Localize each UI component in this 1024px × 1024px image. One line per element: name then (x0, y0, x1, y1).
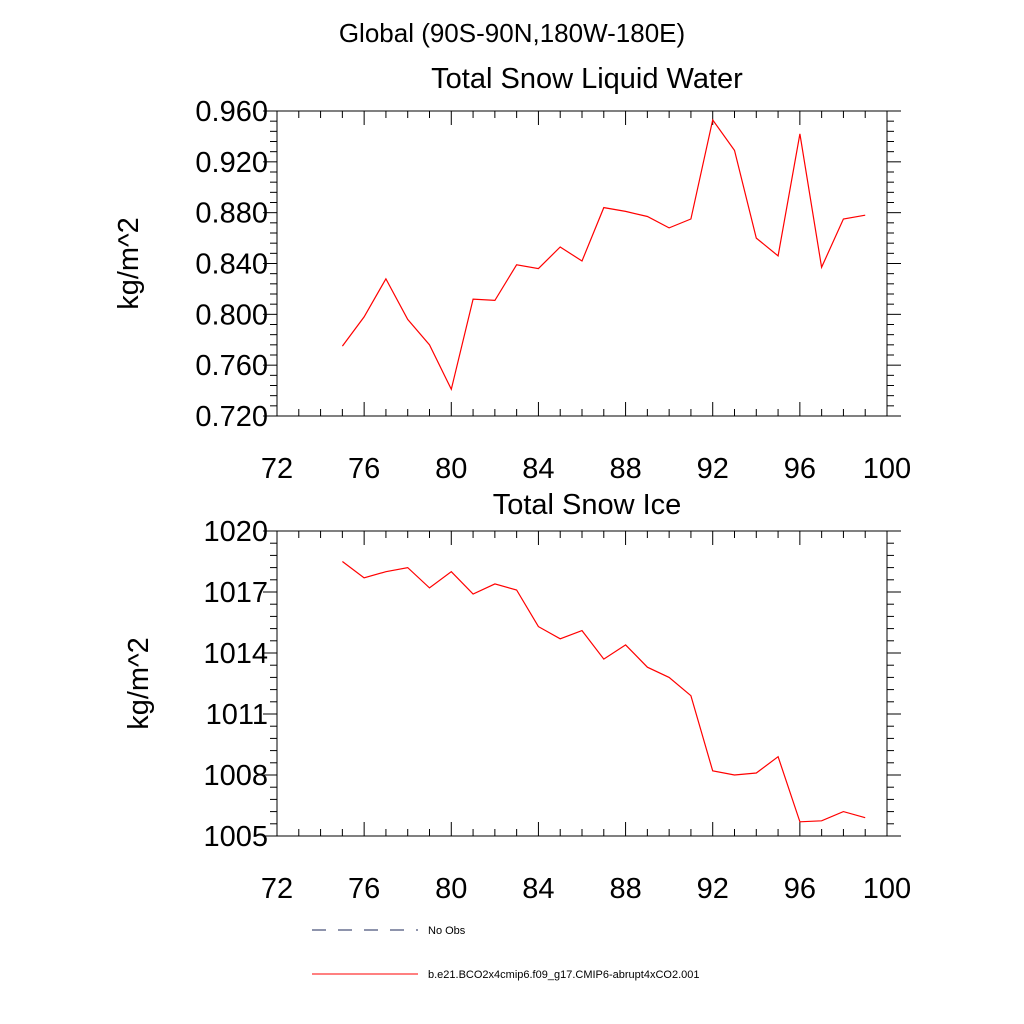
y-tick-label: 0.880 (195, 198, 268, 230)
y-tick-label: 1020 (203, 516, 268, 548)
x-tick-label: 76 (348, 453, 380, 485)
page-title: Global (90S-90N,180W-180E) (339, 18, 685, 48)
y-tick-label: 0.840 (195, 249, 268, 281)
x-tick-label: 100 (863, 873, 911, 905)
y-axis-label: kg/m^2 (113, 217, 145, 310)
y-tick-label: 0.760 (195, 350, 268, 382)
x-tick-label: 92 (697, 873, 729, 905)
legend: No Obs b.e21.BCO2x4cmip6.f09_g17.CMIP6-a… (312, 925, 700, 981)
legend-label-no-obs: No Obs (428, 925, 466, 937)
y-tick-label: 0.960 (195, 96, 268, 128)
x-tick-label: 72 (261, 873, 293, 905)
legend-item-no-obs: No Obs (312, 925, 466, 937)
x-tick-label: 96 (784, 453, 816, 485)
y-tick-label: 0.920 (195, 147, 268, 179)
y-tick-label: 1014 (203, 638, 268, 670)
x-tick-label: 84 (522, 873, 554, 905)
x-tick-label: 96 (784, 873, 816, 905)
chart-title: Total Snow Ice (493, 489, 682, 521)
y-tick-label: 1008 (203, 760, 268, 792)
series-line (342, 561, 866, 823)
y-tick-label: 1017 (203, 577, 268, 609)
snow-ice-panel: Total Snow Ice 72 76 80 84 88 92 96 100 1005 1008 1… (123, 489, 911, 905)
x-tick-label: 88 (609, 873, 641, 905)
legend-item-model-run: b.e21.BCO2x4cmip6.f09_g17.CMIP6-abrupt4x… (312, 969, 700, 981)
x-tick-label: 88 (609, 453, 641, 485)
chart-title: Total Snow Liquid Water (431, 63, 743, 95)
x-tick-label: 100 (863, 453, 911, 485)
liquid-water-panel: Total Snow Liquid Water 72 76 80 84 88 92 96 100… (113, 63, 911, 485)
x-tick-label: 72 (261, 453, 293, 485)
x-tick-label: 80 (435, 873, 467, 905)
x-tick-label: 92 (697, 453, 729, 485)
y-tick-label: 0.800 (195, 299, 268, 331)
x-tick-label: 76 (348, 873, 380, 905)
x-tick-label: 80 (435, 453, 467, 485)
y-tick-label: 1005 (203, 821, 268, 853)
legend-label-model-run: b.e21.BCO2x4cmip6.f09_g17.CMIP6-abrupt4x… (428, 969, 700, 981)
y-tick-label: 0.720 (195, 401, 268, 433)
y-tick-label: 1011 (206, 699, 268, 731)
y-axis-label: kg/m^2 (123, 637, 155, 730)
series-line (341, 118, 866, 392)
x-tick-label: 84 (522, 453, 554, 485)
